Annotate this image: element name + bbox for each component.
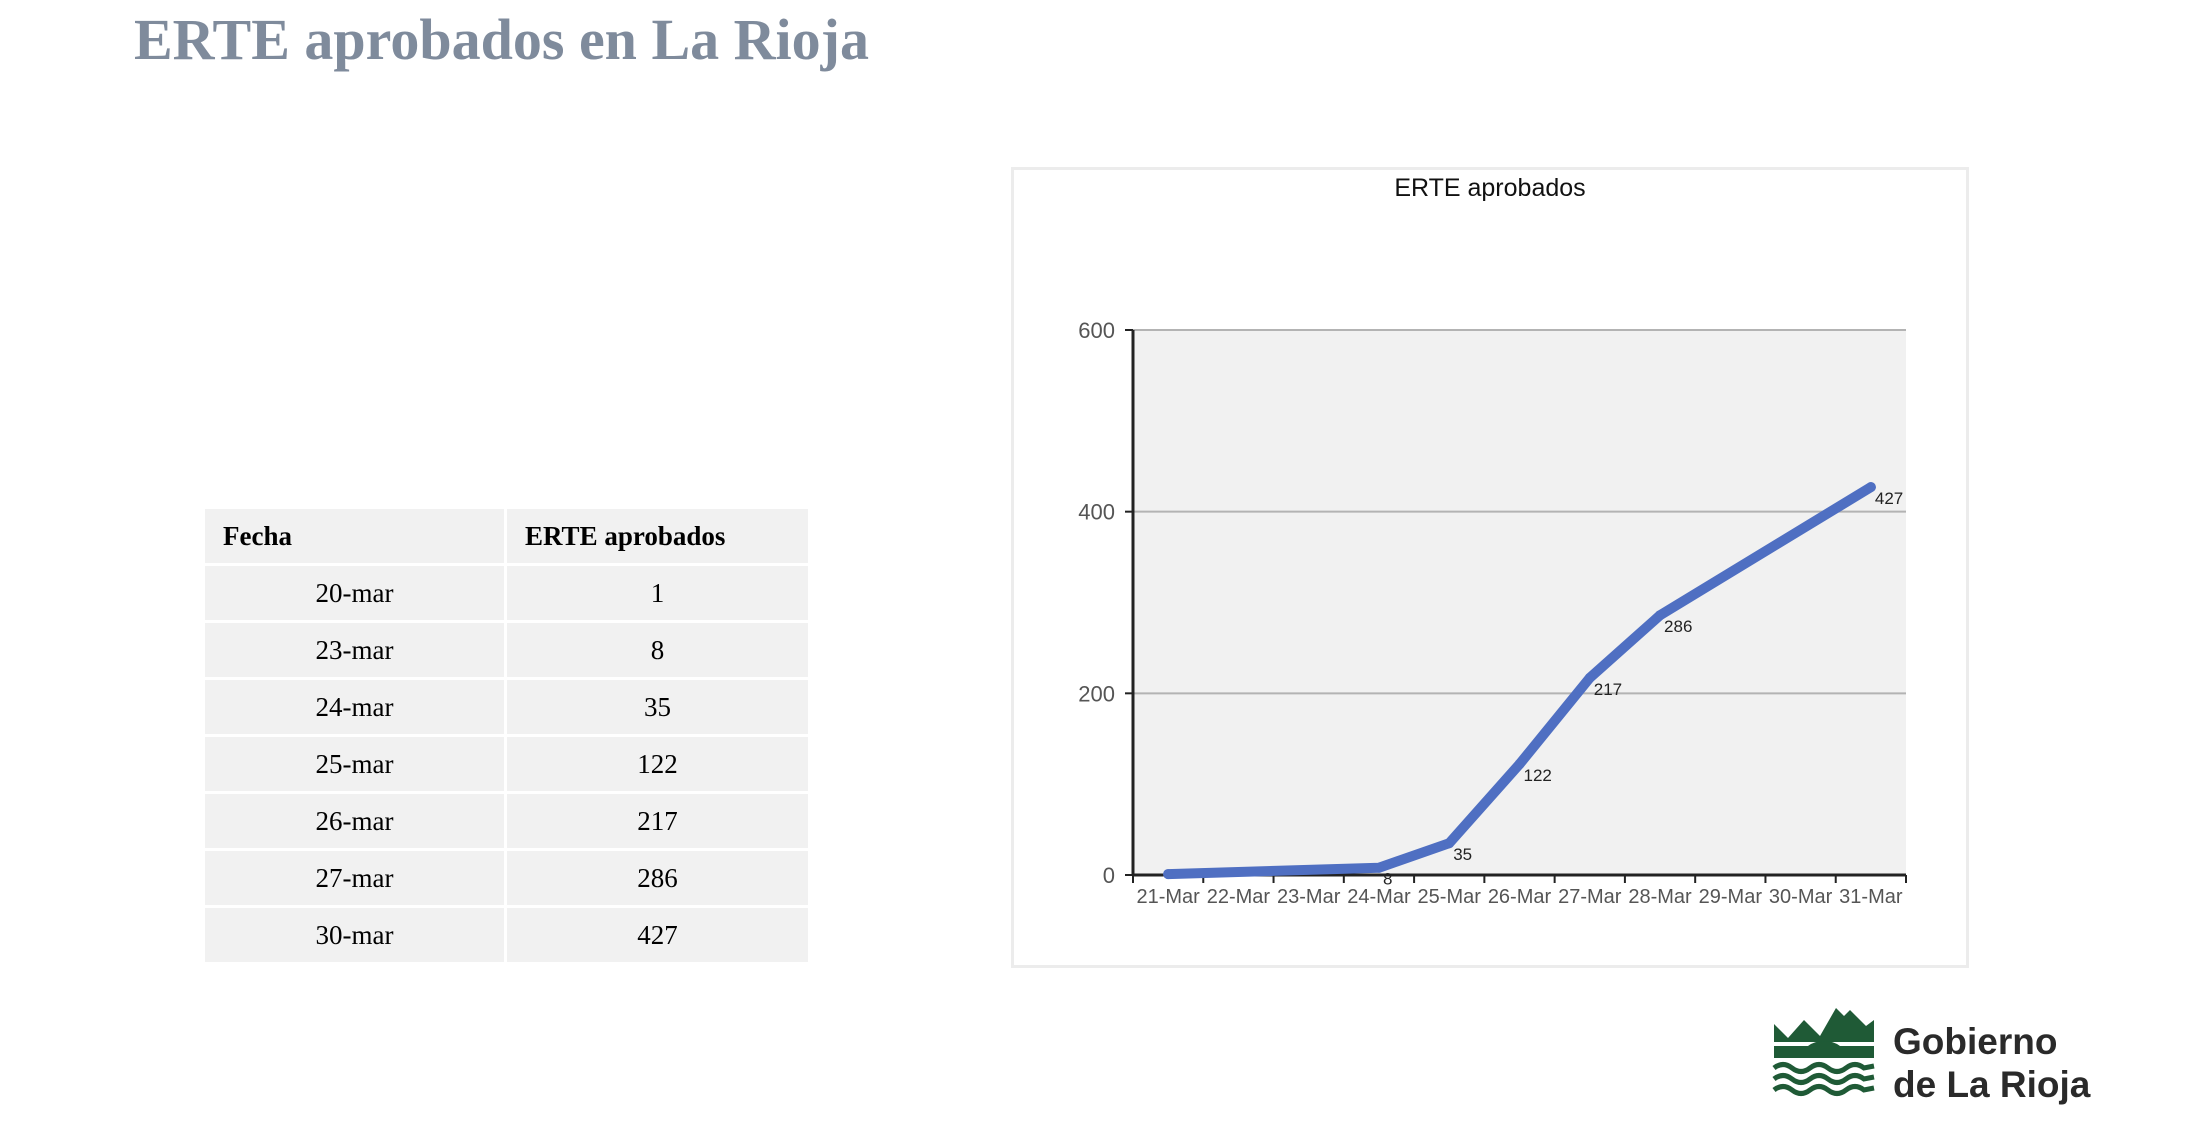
table-row: 24-mar 35 bbox=[205, 680, 808, 734]
chart-title: ERTE aprobados bbox=[1394, 174, 1585, 202]
x-tick-label: 29-Mar bbox=[1699, 886, 1763, 908]
table-row: 27-mar 286 bbox=[205, 851, 808, 905]
data-point bbox=[1373, 862, 1384, 873]
x-tick-label: 26-Mar bbox=[1488, 886, 1552, 908]
gobierno-la-rioja-logo-icon bbox=[1772, 1008, 1875, 1096]
table-cell-date: 27-mar bbox=[205, 851, 504, 905]
table-header-cell: Fecha bbox=[205, 509, 504, 563]
x-tick-label: 23-Mar bbox=[1277, 886, 1341, 908]
table-cell-date: 20-mar bbox=[205, 566, 504, 620]
y-tick-label: 400 bbox=[1078, 500, 1115, 525]
x-tick-label: 25-Mar bbox=[1418, 886, 1482, 908]
x-tick-label: 27-Mar bbox=[1558, 886, 1622, 908]
data-label: 286 bbox=[1664, 617, 1692, 636]
table-cell-date: 24-mar bbox=[205, 680, 504, 734]
data-point bbox=[1584, 672, 1595, 683]
table-cell-value: 427 bbox=[507, 908, 808, 962]
table-row: 26-mar 217 bbox=[205, 794, 808, 848]
x-tick-label: 31-Mar bbox=[1839, 886, 1903, 908]
table-row: 23-mar 8 bbox=[205, 623, 808, 677]
y-tick-label: 600 bbox=[1078, 318, 1115, 343]
table-cell-value: 217 bbox=[507, 794, 808, 848]
x-tick-label: 28-Mar bbox=[1628, 886, 1692, 908]
data-label: 427 bbox=[1875, 489, 1903, 508]
data-label: 8 bbox=[1383, 870, 1392, 889]
data-point bbox=[1163, 869, 1174, 880]
logo-line-1: Gobierno bbox=[1893, 1021, 2058, 1062]
x-tick-label: 21-Mar bbox=[1136, 886, 1200, 908]
x-tick-label: 22-Mar bbox=[1207, 886, 1271, 908]
table-row: 30-mar 427 bbox=[205, 908, 808, 962]
data-point bbox=[1655, 610, 1666, 621]
data-point bbox=[1865, 482, 1876, 493]
x-tick-label: 30-Mar bbox=[1769, 886, 1833, 908]
table-cell-value: 1 bbox=[507, 566, 808, 620]
table-header-row: Fecha ERTE aprobados bbox=[205, 509, 808, 563]
table-cell-value: 286 bbox=[507, 851, 808, 905]
data-label: 217 bbox=[1594, 680, 1622, 699]
line-chart: ERTE aprobados 0 200 400 600 21-Mar 22-Mar 23-… bbox=[1078, 174, 1907, 908]
table-cell-value: 8 bbox=[507, 623, 808, 677]
y-tick-label: 0 bbox=[1103, 863, 1115, 888]
data-table: Fecha ERTE aprobados 20-mar 1 23-mar 8 2… bbox=[202, 506, 811, 965]
data-point bbox=[1444, 838, 1455, 849]
page-title: ERTE aprobados en La Rioja bbox=[134, 7, 869, 72]
x-tick-label: 24-Mar bbox=[1347, 886, 1411, 908]
data-label: 122 bbox=[1524, 766, 1552, 785]
table-row: 20-mar 1 bbox=[205, 566, 808, 620]
plot-area bbox=[1133, 330, 1906, 875]
logo-text: Gobierno de La Rioja bbox=[1893, 1020, 2090, 1106]
data-point bbox=[1514, 759, 1525, 770]
table-cell-value: 35 bbox=[507, 680, 808, 734]
data-label: 35 bbox=[1453, 845, 1472, 864]
table-cell-date: 23-mar bbox=[205, 623, 504, 677]
table-cell-date: 26-mar bbox=[205, 794, 504, 848]
y-tick-label: 200 bbox=[1078, 681, 1115, 706]
table-cell-date: 25-mar bbox=[205, 737, 504, 791]
table-row: 25-mar 122 bbox=[205, 737, 808, 791]
table-cell-value: 122 bbox=[507, 737, 808, 791]
table-cell-date: 30-mar bbox=[205, 908, 504, 962]
table-header-cell: ERTE aprobados bbox=[507, 509, 808, 563]
logo-line-2: de La Rioja bbox=[1893, 1064, 2091, 1105]
